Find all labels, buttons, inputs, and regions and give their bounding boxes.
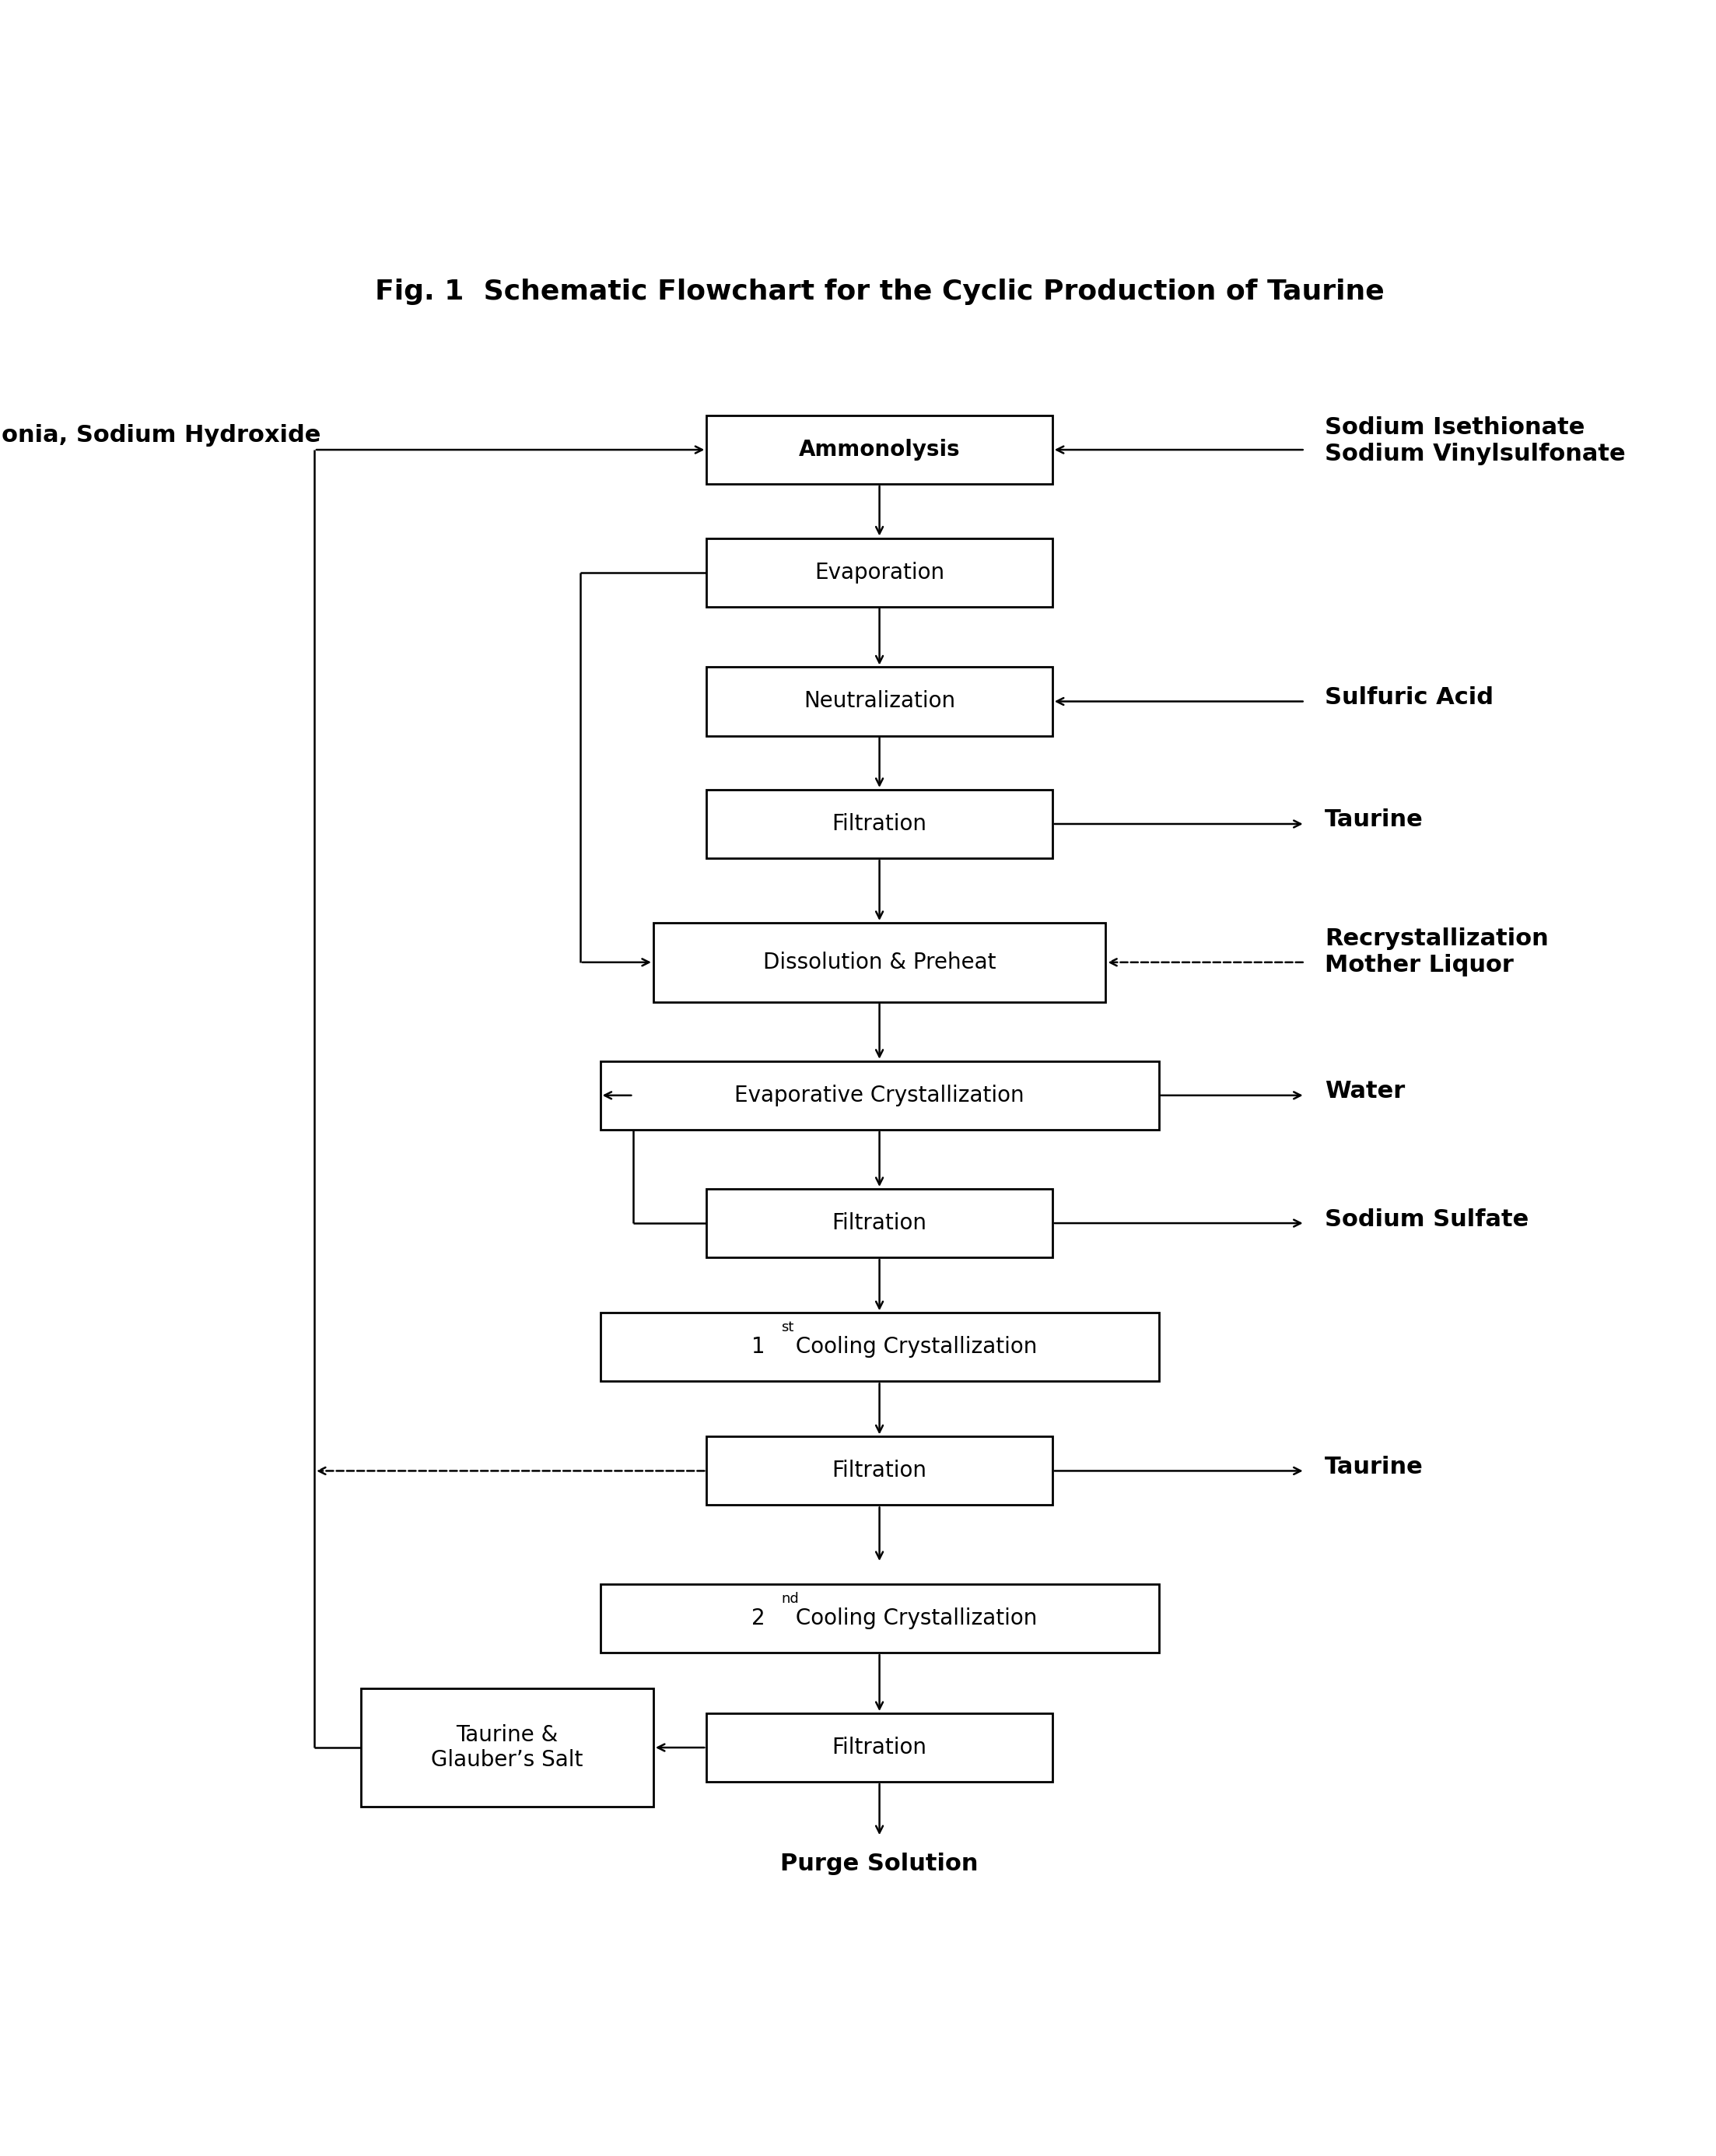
Text: Purge Solution: Purge Solution [781,1852,978,1876]
Text: 2: 2 [752,1608,765,1630]
FancyBboxPatch shape [360,1688,654,1807]
Text: st: st [781,1319,795,1335]
FancyBboxPatch shape [707,1436,1052,1505]
Text: Cooling Crystallization: Cooling Crystallization [789,1608,1038,1630]
Text: Ammonolysis: Ammonolysis [798,440,961,461]
FancyBboxPatch shape [707,416,1052,485]
Text: Neutralization: Neutralization [803,690,956,711]
FancyBboxPatch shape [707,789,1052,858]
Text: Cooling Crystallization: Cooling Crystallization [789,1337,1038,1358]
FancyBboxPatch shape [707,1188,1052,1257]
FancyBboxPatch shape [654,923,1105,1003]
FancyBboxPatch shape [707,666,1052,735]
FancyBboxPatch shape [707,539,1052,606]
Text: Recrystallization
Mother Liquor: Recrystallization Mother Liquor [1325,927,1550,977]
Text: 1: 1 [752,1337,765,1358]
Text: Ammonia, Sodium Hydroxide: Ammonia, Sodium Hydroxide [0,425,321,446]
Text: Filtration: Filtration [832,1212,927,1233]
FancyBboxPatch shape [601,1313,1158,1382]
Text: Taurine: Taurine [1325,1455,1424,1479]
Text: Water: Water [1325,1080,1405,1102]
Text: Sulfuric Acid: Sulfuric Acid [1325,686,1493,709]
Text: nd: nd [781,1591,798,1606]
Text: Taurine: Taurine [1325,808,1424,832]
Text: Filtration: Filtration [832,1460,927,1481]
Text: Taurine &
Glauber’s Salt: Taurine & Glauber’s Salt [431,1725,583,1770]
FancyBboxPatch shape [601,1061,1158,1130]
FancyBboxPatch shape [601,1585,1158,1654]
Text: Sodium Isethionate
Sodium Vinylsulfonate: Sodium Isethionate Sodium Vinylsulfonate [1325,416,1625,466]
Text: Fig. 1  Schematic Flowchart for the Cyclic Production of Taurine: Fig. 1 Schematic Flowchart for the Cycli… [374,278,1385,304]
Text: Sodium Sulfate: Sodium Sulfate [1325,1207,1529,1231]
FancyBboxPatch shape [707,1714,1052,1781]
Text: Filtration: Filtration [832,813,927,834]
Text: Evaporation: Evaporation [815,561,944,582]
Text: Evaporative Crystallization: Evaporative Crystallization [734,1084,1024,1106]
Text: Dissolution & Preheat: Dissolution & Preheat [764,951,995,972]
Text: Filtration: Filtration [832,1738,927,1759]
